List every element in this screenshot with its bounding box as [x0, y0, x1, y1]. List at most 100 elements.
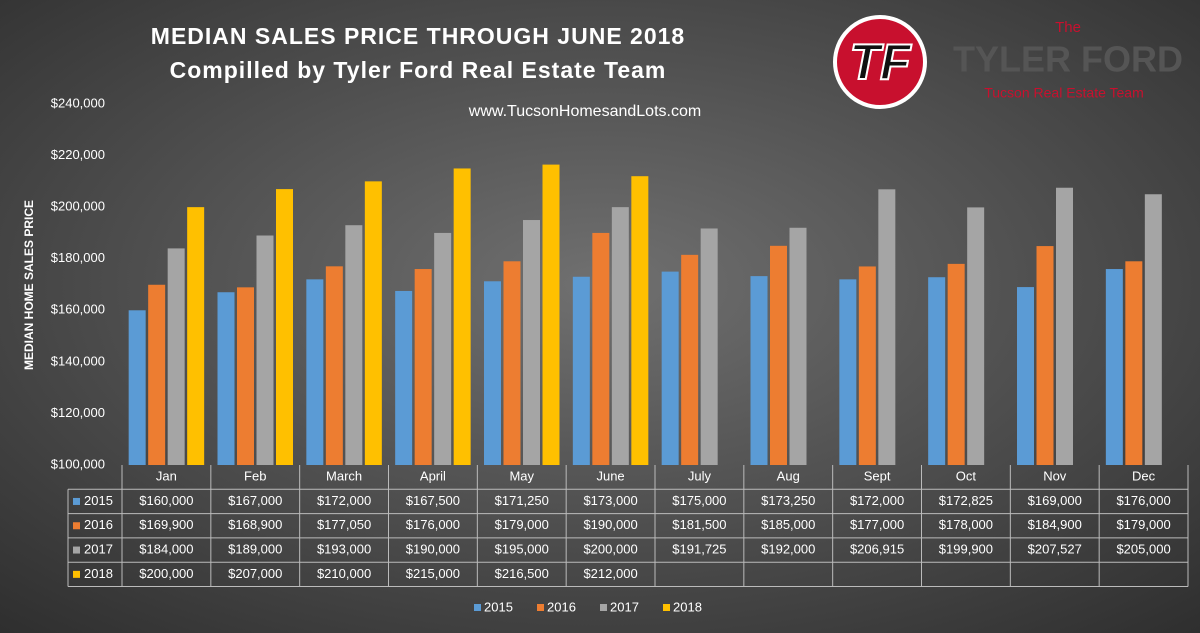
table-value: $177,000 — [850, 517, 904, 532]
x-tick-label: July — [688, 469, 712, 484]
website: www.TucsonHomesandLots.com — [468, 103, 701, 120]
bar — [878, 189, 896, 465]
bar — [1105, 269, 1123, 465]
x-tick-label: Sept — [864, 469, 891, 484]
legend-key — [600, 604, 607, 611]
table-value: $195,000 — [495, 541, 549, 556]
table-value: $212,000 — [583, 566, 637, 581]
bar — [148, 284, 166, 465]
x-tick-label: Aug — [777, 469, 800, 484]
bar — [770, 245, 787, 465]
bar — [276, 189, 293, 466]
chart-subtitle: Compilled by Tyler Ford Real Estate Team — [170, 57, 667, 83]
table-row-label: 2015 — [84, 493, 113, 508]
bar — [1125, 261, 1143, 465]
bar — [523, 220, 540, 465]
y-tick-label: $100,000 — [51, 456, 105, 471]
table-value: $179,000 — [495, 517, 549, 532]
bar — [750, 276, 768, 465]
bar — [789, 227, 807, 465]
table-value: $172,825 — [939, 493, 993, 508]
bar — [484, 281, 501, 465]
y-tick-label: $180,000 — [51, 250, 105, 265]
table-key — [73, 522, 80, 530]
bar — [1144, 194, 1162, 465]
table-value: $181,500 — [672, 517, 726, 532]
bar — [700, 228, 718, 465]
y-tick-label: $120,000 — [51, 405, 105, 420]
bar — [681, 254, 699, 465]
bar — [306, 279, 324, 465]
table-value: $176,000 — [406, 517, 460, 532]
bar — [661, 271, 679, 465]
table-value: $207,000 — [228, 566, 282, 581]
legend-label: 2018 — [673, 599, 702, 614]
x-tick-label: May — [509, 469, 534, 484]
table-key — [73, 546, 80, 554]
table-value: $184,000 — [139, 541, 193, 556]
bar — [256, 235, 274, 465]
table-value: $172,000 — [850, 493, 904, 508]
y-tick-label: $220,000 — [51, 147, 105, 162]
bar — [631, 176, 649, 465]
table-value: $205,000 — [1116, 541, 1170, 556]
bar — [1017, 287, 1034, 465]
table-value: $173,250 — [761, 493, 815, 508]
y-axis-label: MEDIAN HOME SALES PRICE — [22, 200, 36, 370]
bar — [187, 207, 205, 465]
bar — [947, 263, 965, 465]
y-tick-label: $140,000 — [51, 353, 105, 368]
bar — [453, 168, 471, 465]
table-value: $178,000 — [939, 517, 993, 532]
table-value: $216,500 — [495, 566, 549, 581]
legend-key — [537, 604, 544, 611]
chart-title: MEDIAN SALES PRICE THROUGH JUNE 2018 — [151, 23, 685, 49]
y-tick-label: $240,000 — [51, 95, 105, 110]
bar — [414, 269, 432, 465]
table-value: $200,000 — [583, 541, 637, 556]
bar — [858, 266, 876, 465]
table-value: $190,000 — [583, 517, 637, 532]
table-value: $172,000 — [317, 493, 371, 508]
bar — [237, 287, 254, 465]
table-key — [73, 570, 80, 578]
bar — [1056, 187, 1073, 465]
table-value: $190,000 — [406, 541, 460, 556]
logo-line3: Tucson Real Estate Team — [984, 85, 1144, 101]
legend-label: 2015 — [484, 599, 513, 614]
bar — [611, 207, 629, 465]
bar — [364, 181, 382, 465]
bar — [1036, 246, 1054, 465]
x-tick-label: March — [326, 469, 362, 484]
x-tick-label: Feb — [244, 469, 266, 484]
table-value: $184,900 — [1028, 517, 1082, 532]
table-value: $167,000 — [228, 493, 282, 508]
bar — [572, 276, 590, 465]
table-value: $169,900 — [139, 517, 193, 532]
x-tick-label: Dec — [1132, 469, 1156, 484]
logo-initials: TF — [849, 34, 912, 90]
table-value: $176,000 — [1116, 493, 1170, 508]
logo-circle — [833, 15, 927, 109]
table-value: $207,527 — [1028, 541, 1082, 556]
table-value: $189,000 — [228, 541, 282, 556]
table-value: $177,050 — [317, 517, 371, 532]
bar — [345, 225, 363, 465]
table-value: $210,000 — [317, 566, 371, 581]
bar — [967, 207, 985, 466]
y-tick-label: $200,000 — [51, 199, 105, 214]
logo-line1: The — [1055, 19, 1081, 36]
x-tick-label: April — [420, 469, 446, 484]
table-value: $199,900 — [939, 541, 993, 556]
bar — [395, 290, 413, 465]
logo-line2: TYLER FORD — [953, 39, 1183, 80]
table-value: $193,000 — [317, 541, 371, 556]
bar — [592, 232, 610, 465]
table-value: $173,000 — [583, 493, 637, 508]
table-value: $167,500 — [406, 493, 460, 508]
y-tick-label: $160,000 — [51, 302, 105, 317]
x-tick-label: June — [596, 469, 624, 484]
bar — [325, 266, 343, 465]
